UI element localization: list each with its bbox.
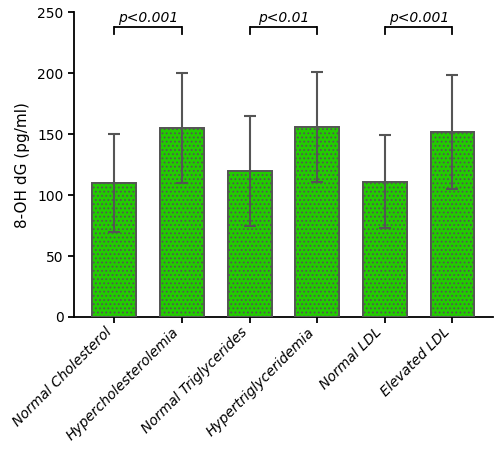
Bar	[430, 132, 474, 317]
Bar	[296, 127, 339, 317]
Y-axis label: 8-OH dG (pg/ml): 8-OH dG (pg/ml)	[15, 102, 30, 228]
Bar	[228, 171, 272, 317]
Bar	[228, 171, 272, 317]
Text: p<0.001: p<0.001	[388, 11, 449, 25]
Bar	[296, 127, 339, 317]
Bar	[160, 128, 204, 317]
Bar	[92, 183, 136, 317]
Bar	[363, 182, 407, 317]
Text: p<0.001: p<0.001	[118, 11, 178, 25]
Bar	[92, 183, 136, 317]
Text: p<0.01: p<0.01	[258, 11, 309, 25]
Bar	[160, 128, 204, 317]
Bar	[363, 182, 407, 317]
Bar	[430, 132, 474, 317]
